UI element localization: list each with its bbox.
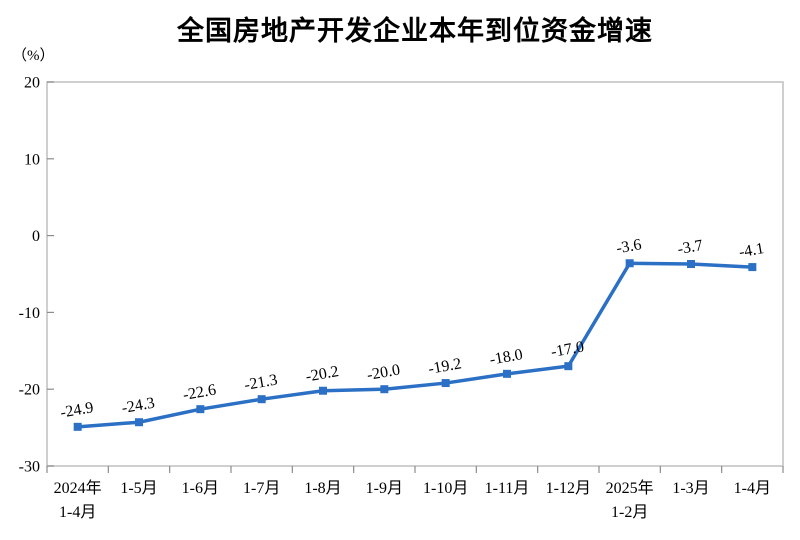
x-axis-label: 1-4月 — [734, 480, 771, 497]
y-axis-tick-label: 0 — [32, 228, 40, 245]
data-label: -18.0 — [488, 346, 524, 369]
data-label: -19.2 — [427, 355, 463, 378]
data-point-marker — [441, 379, 450, 388]
data-label: -4.1 — [738, 240, 766, 261]
x-axis-label: 1-4月 — [59, 504, 96, 521]
data-point-marker — [319, 386, 327, 395]
x-axis-label: 1-5月 — [120, 480, 157, 497]
y-axis-tick-label: 10 — [24, 151, 40, 168]
data-point-marker — [625, 259, 634, 268]
data-label: -3.6 — [615, 236, 643, 257]
x-axis-label: 2024年 — [54, 479, 102, 497]
y-axis-tick-label: 20 — [24, 75, 40, 92]
x-axis-label: 1-12月 — [546, 480, 591, 497]
data-point-marker — [196, 405, 205, 414]
data-label: -20.2 — [304, 363, 340, 386]
x-axis-label: 1-6月 — [182, 480, 219, 497]
data-label: -3.7 — [676, 237, 704, 258]
x-axis-label: 1-8月 — [304, 480, 341, 497]
data-label: -20.0 — [366, 362, 402, 385]
data-point-marker — [257, 395, 266, 404]
data-point-marker — [687, 260, 695, 269]
data-label: -24.3 — [120, 395, 156, 418]
x-axis-label: 1-7月 — [243, 480, 280, 497]
plot-area-border — [46, 81, 784, 467]
data-label: -22.6 — [182, 381, 218, 404]
y-axis-tick-label: -20 — [19, 382, 40, 399]
chart-title: 全国房地产开发企业本年到位资金增速 — [177, 16, 653, 46]
data-label: -24.9 — [59, 399, 95, 422]
data-point-marker — [135, 418, 143, 427]
data-point-marker — [564, 362, 573, 371]
data-label: -17.0 — [550, 338, 586, 361]
y-axis-tick-label: -30 — [19, 459, 40, 476]
x-axis-label: 2025年 — [606, 479, 654, 497]
data-point-marker — [748, 263, 757, 272]
x-axis-label: 1-9月 — [366, 480, 403, 497]
data-point-marker — [73, 422, 82, 431]
x-axis-label: 1-10月 — [423, 480, 468, 497]
series-line — [77, 261, 753, 429]
data-label: -21.3 — [243, 371, 279, 394]
data-point-marker — [380, 385, 389, 394]
y-axis-unit-label: （%） — [12, 48, 55, 64]
x-axis-label: 1-2月 — [611, 504, 648, 521]
data-point-marker — [503, 369, 511, 378]
x-axis-label: 1-11月 — [485, 480, 530, 497]
x-axis-label: 1-3月 — [672, 480, 709, 497]
y-axis-tick-label: -10 — [19, 305, 40, 322]
